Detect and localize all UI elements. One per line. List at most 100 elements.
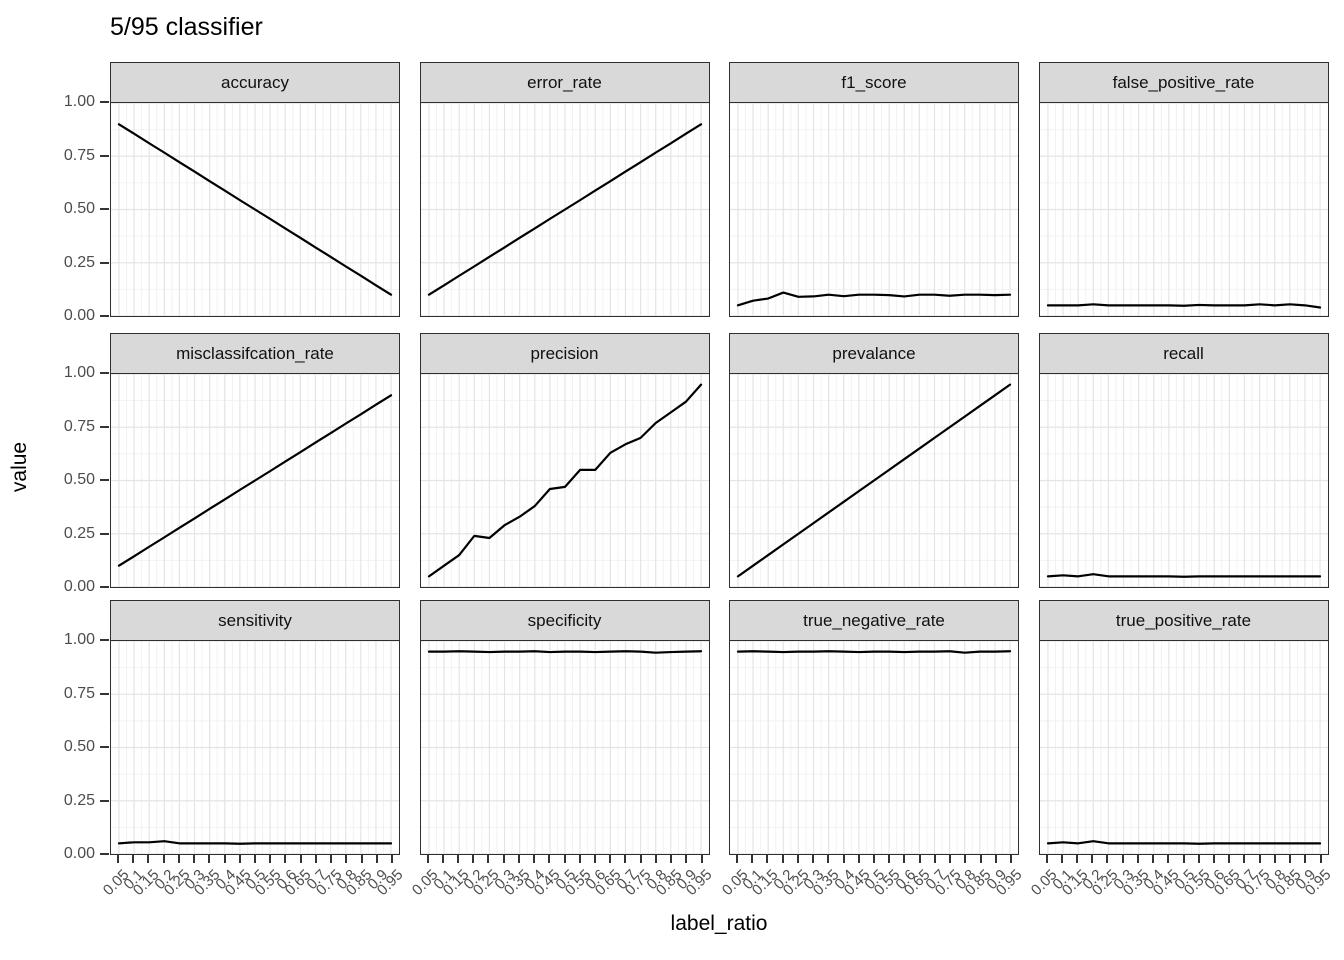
x-tick-mark xyxy=(751,855,754,863)
x-tick-mark xyxy=(796,855,799,863)
x-tick-mark xyxy=(132,855,135,863)
x-tick-mark xyxy=(1010,855,1012,863)
y-tick-mark xyxy=(100,261,109,264)
x-tick-mark xyxy=(766,855,769,863)
x-tick-mark xyxy=(193,855,196,863)
data-line-accuracy xyxy=(117,123,393,296)
x-tick-mark xyxy=(736,855,738,863)
x-tick-mark xyxy=(345,855,348,863)
y-tick-mark xyxy=(100,692,109,695)
x-tick-mark xyxy=(502,855,505,863)
y-tick-label: 0.50 xyxy=(63,471,95,488)
x-tick-mark xyxy=(918,855,921,863)
y-tick-label: 0.50 xyxy=(63,200,95,217)
x-tick-mark xyxy=(548,855,551,863)
x-tick-mark xyxy=(1212,855,1215,863)
x-tick-mark xyxy=(208,855,211,863)
y-tick-mark xyxy=(100,479,109,481)
x-tick-mark xyxy=(533,855,536,863)
data-line-false_positive_rate xyxy=(1046,303,1321,309)
y-tick-mark xyxy=(100,101,109,103)
x-tick-mark xyxy=(1258,855,1261,863)
facet-panel xyxy=(110,373,400,588)
x-tick-mark xyxy=(1045,855,1048,863)
y-tick-label: 1.00 xyxy=(63,364,95,381)
x-tick-mark xyxy=(1106,855,1109,863)
x-tick-mark xyxy=(873,855,875,863)
y-tick-label: 0.00 xyxy=(63,578,95,595)
facet-strip-label: true_positive_rate xyxy=(1038,600,1329,640)
x-tick-mark xyxy=(223,855,226,863)
plot-title: 5/95 classifier xyxy=(110,13,263,41)
x-tick-mark xyxy=(426,855,429,863)
y-tick-mark xyxy=(100,586,109,588)
x-tick-mark xyxy=(330,855,333,863)
x-tick-mark xyxy=(654,855,657,863)
facet-true_negative_rate: true_negative_rate xyxy=(729,600,1019,855)
x-tick-mark xyxy=(1197,855,1200,863)
y-tick-label: 0.25 xyxy=(63,253,95,271)
x-tick-mark xyxy=(964,855,967,863)
x-tick-mark xyxy=(593,855,596,863)
facet-strip-label: misclassifcation_rate xyxy=(110,333,400,373)
y-tick-mark xyxy=(100,372,109,374)
x-tick-mark xyxy=(360,855,363,863)
x-tick-mark xyxy=(391,855,393,863)
y-tick-mark xyxy=(100,746,109,748)
data-line-precision xyxy=(427,383,702,578)
facet-panel xyxy=(729,373,1019,588)
x-tick-mark xyxy=(624,855,627,863)
x-tick-mark xyxy=(563,855,566,863)
facet-strip-label: precision xyxy=(419,333,710,373)
facet-strip-label: accuracy xyxy=(110,62,400,102)
x-tick-mark xyxy=(609,855,612,863)
facet-panel xyxy=(419,640,710,855)
x-tick-mark xyxy=(1121,855,1124,863)
x-tick-mark xyxy=(487,855,490,863)
data-line-f1_score xyxy=(736,291,1012,307)
facet-panel xyxy=(419,373,710,588)
x-tick-mark xyxy=(1075,855,1078,863)
x-tick-mark xyxy=(578,855,581,863)
y-tick-mark xyxy=(100,853,109,855)
x-tick-mark xyxy=(979,855,982,863)
y-tick-mark xyxy=(100,425,109,428)
data-line-specificity xyxy=(427,650,702,654)
x-tick-mark xyxy=(177,855,180,863)
x-tick-mark xyxy=(162,855,165,863)
facet-prevalance: prevalance xyxy=(729,333,1019,588)
y-tick-label: 0.75 xyxy=(63,684,95,702)
data-line-true_negative_rate xyxy=(736,650,1012,654)
x-tick-mark xyxy=(857,855,860,863)
y-tick-mark xyxy=(100,799,109,802)
x-axis-title: label_ratio xyxy=(670,912,768,935)
x-tick-mark xyxy=(903,855,906,863)
facet-error_rate: error_rate xyxy=(419,62,710,317)
x-tick-mark xyxy=(1319,855,1322,863)
data-line-sensitivity xyxy=(117,840,393,845)
facet-strip-label: false_positive_rate xyxy=(1038,62,1329,102)
y-tick-label: 0.00 xyxy=(63,307,95,324)
facet-strip-label: specificity xyxy=(419,600,710,640)
y-tick-label: 0.25 xyxy=(63,524,95,542)
x-tick-mark xyxy=(117,855,119,863)
x-tick-mark xyxy=(685,855,688,863)
y-tick-mark xyxy=(100,315,109,317)
data-line-error_rate xyxy=(427,123,702,296)
facet-strip-label: true_negative_rate xyxy=(729,600,1019,640)
facet-panel xyxy=(729,640,1019,855)
data-line-recall xyxy=(1046,573,1321,578)
y-tick-label: 1.00 xyxy=(63,93,95,110)
y-tick-label: 0.75 xyxy=(63,417,95,435)
y-tick-mark xyxy=(100,208,109,210)
x-tick-mark xyxy=(700,855,703,863)
facet-misclassifcation_rate: misclassifcation_rate xyxy=(110,333,400,588)
x-tick-mark xyxy=(639,855,642,863)
facet-specificity: specificity xyxy=(419,600,710,855)
facet-sensitivity: sensitivity xyxy=(110,600,400,855)
x-tick-mark xyxy=(314,855,317,863)
y-tick-label: 0.00 xyxy=(63,845,95,862)
y-tick-mark xyxy=(100,154,109,157)
x-tick-mark xyxy=(254,855,256,863)
